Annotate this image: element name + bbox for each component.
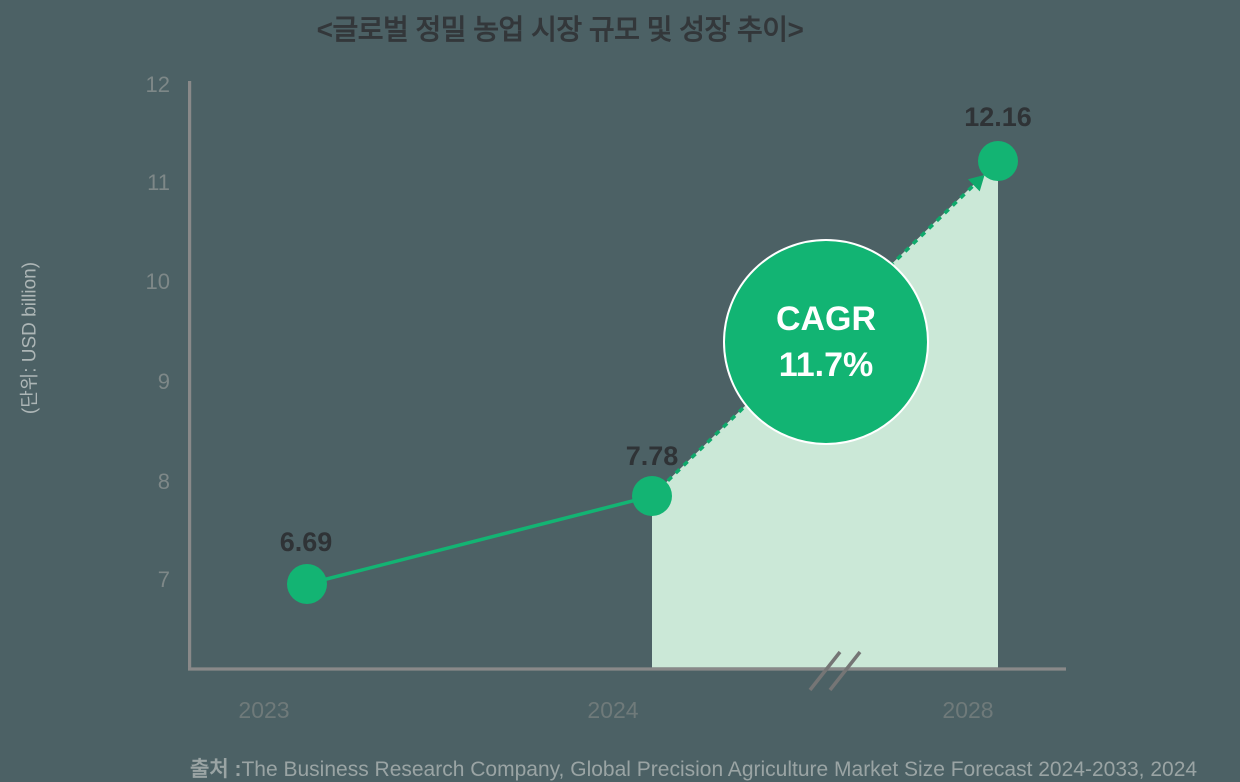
x-tick-2024: 2024 — [587, 697, 639, 723]
cagr-badge-value: 11.7% — [778, 346, 874, 384]
cagr-badge-label: CAGR — [775, 300, 877, 338]
y-tick-10: 10 — [145, 269, 170, 294]
y-axis-unit-label: (단위: USD billion) — [19, 261, 41, 415]
arrowhead-icon — [967, 174, 985, 192]
y-tick-8: 8 — [157, 469, 170, 494]
data-point-2023 — [287, 564, 327, 604]
y-tick-9: 9 — [157, 369, 170, 394]
axis-break-slash-2 — [828, 650, 862, 692]
source-caption: 출처 :The Business Research Company, Globa… — [190, 753, 1197, 782]
y-tick-11: 11 — [147, 170, 170, 195]
x-tick-2028: 2028 — [942, 697, 994, 723]
data-label-2024: 7.78 — [625, 441, 679, 471]
data-point-2028 — [978, 141, 1018, 181]
data-label-2023: 6.69 — [279, 527, 333, 557]
axis-break-slash-1 — [808, 650, 842, 692]
source-prefix: 출처 : — [190, 758, 242, 781]
data-label-2028: 12.16 — [964, 102, 1032, 132]
y-tick-12: 12 — [145, 72, 170, 97]
chart-title: <글로벌 정밀 농업 시장 규모 및 성장 추이> — [316, 14, 804, 45]
y-tick-7: 7 — [157, 567, 170, 592]
x-tick-2023: 2023 — [238, 697, 290, 723]
cagr-badge: CAGR 11.7% — [723, 239, 929, 445]
line-segment-2023-2024 — [306, 494, 653, 586]
data-point-2024 — [632, 476, 672, 516]
source-text: The Business Research Company, Global Pr… — [241, 758, 1198, 781]
